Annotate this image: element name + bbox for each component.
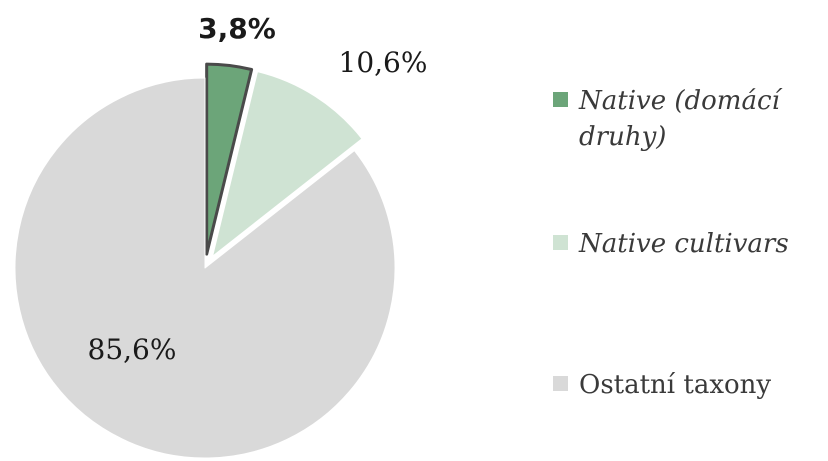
pie-slice-1 [205,62,254,256]
pie-slice-2 [212,71,363,257]
data-label-1: 3,8% [198,12,276,45]
pie-slice-3 [14,77,396,459]
legend: Native (domácí druhy) Native cultivars Osta… [553,86,789,400]
pie-data-labels: 3,8% 10,6% 85,6% [88,12,428,366]
data-label-3: 85,6% [88,333,177,366]
legend-label-1-line-1: Native (domácí [578,86,784,116]
legend-label-1-line-2: druhy) [579,122,666,152]
data-label-2: 10,6% [339,46,428,79]
legend-swatch-1 [553,92,568,107]
legend-swatch-2 [553,235,568,250]
pie-slices [14,62,396,459]
legend-label-2: Native cultivars [578,229,789,259]
legend-label-3: Ostatní taxony [579,370,771,400]
legend-swatch-3 [553,376,568,391]
